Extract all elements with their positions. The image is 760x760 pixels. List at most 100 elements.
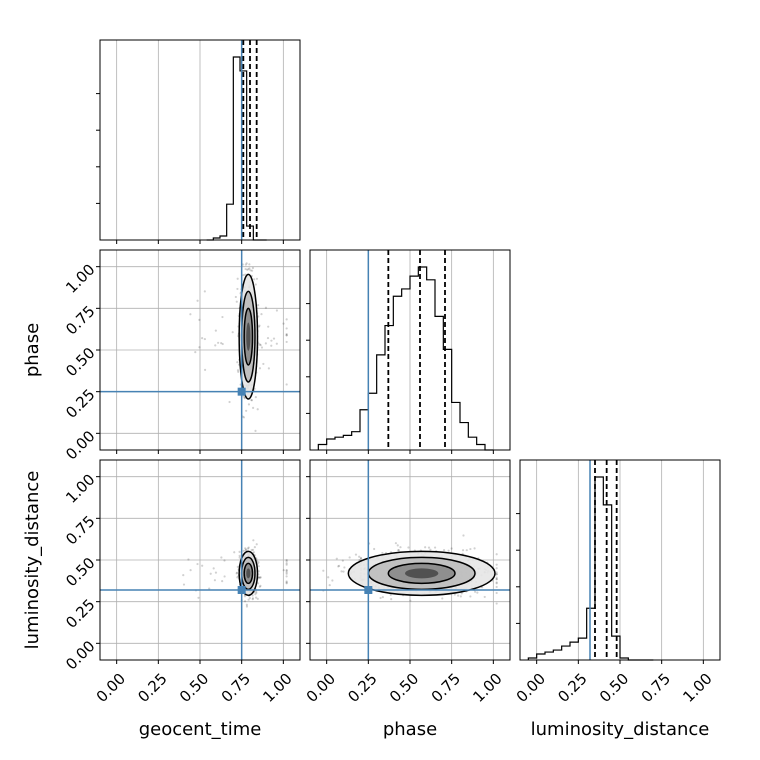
scatter-points (189, 262, 288, 433)
scatter-point (433, 546, 437, 549)
scatter-point (251, 266, 255, 270)
scatter-point (237, 370, 240, 373)
scatter-point (285, 334, 288, 337)
truth-marker (237, 586, 246, 594)
y-tick-label: 0.75 (62, 302, 98, 338)
scatter-point (381, 551, 384, 555)
scatter-point (243, 595, 247, 598)
scatter-point (447, 549, 450, 552)
scatter-point (189, 313, 192, 316)
histogram-geocent_time (206, 56, 267, 241)
scatter-point (381, 595, 384, 599)
scatter-point (244, 549, 247, 552)
scatter-point (223, 575, 226, 578)
scatter-point (238, 550, 241, 554)
density-level (246, 322, 251, 351)
scatter-point (407, 546, 410, 549)
scatter-point (258, 585, 261, 588)
scatter-point (258, 324, 261, 327)
scatter-point (255, 277, 259, 280)
scatter-point (379, 596, 382, 600)
scatter-point (259, 584, 262, 587)
scatter-point (201, 337, 204, 340)
scatter-point (257, 304, 260, 307)
scatter-point (203, 368, 207, 371)
scatter-point (253, 278, 256, 281)
scatter-point (285, 571, 288, 574)
scatter-point (285, 560, 288, 563)
scatter-point (264, 342, 267, 345)
scatter-point (424, 546, 427, 549)
contour-line (243, 307, 254, 366)
scatter-point (285, 580, 288, 583)
scatter-panel-geocent_time-luminosity_distance: 0.00 0.25 0.50 0.75 1.000.000.250.500.751.00 (62, 459, 301, 706)
scatter-point (248, 596, 251, 600)
scatter-point (251, 548, 255, 551)
scatter-point (394, 542, 398, 545)
scatter-point (220, 556, 223, 559)
scatter-point (285, 582, 288, 585)
scatter-point (272, 337, 276, 340)
scatter-point (213, 579, 216, 582)
scatter-point (285, 569, 288, 572)
scatter-point (221, 315, 224, 319)
scatter-point (495, 582, 498, 585)
scatter-point (495, 567, 498, 570)
scatter-point (441, 597, 444, 600)
scatter-point (266, 336, 270, 340)
scatter-point (270, 344, 273, 347)
scatter-point (236, 361, 239, 364)
scatter-point (337, 564, 341, 567)
scatter-point (473, 547, 476, 550)
scatter-point (267, 367, 270, 370)
scatter-panel-geocent_time-phase: 0.00 0.25 0.50 0.75 1.00 (62, 249, 301, 463)
scatter-point (495, 573, 498, 576)
scatter-point (251, 597, 255, 600)
scatter-point (285, 383, 288, 386)
scatter-point (235, 571, 239, 574)
scatter-point (495, 553, 498, 556)
scatter-point (250, 269, 254, 272)
scatter-point (257, 325, 261, 328)
scatter-point (457, 594, 460, 597)
y-tick-label: 0.25 (62, 595, 98, 631)
scatter-point (465, 549, 468, 552)
x-tick-label: 0.50 (176, 670, 212, 706)
scatter-point (221, 580, 224, 583)
scatter-point (250, 398, 253, 402)
scatter-point (252, 539, 255, 542)
hist-panel-geocent_time (96, 39, 301, 244)
scatter-point (247, 268, 250, 271)
scatter-point (236, 287, 239, 291)
scatter-point (341, 559, 344, 562)
scatter-point (246, 547, 250, 550)
scatter-point (337, 565, 340, 568)
scatter-point (322, 569, 325, 572)
scatter-point (220, 342, 223, 345)
scatter-point (275, 309, 279, 312)
scatter-point (409, 599, 412, 602)
scatter-point (189, 569, 192, 572)
scatter-point (236, 277, 239, 280)
scatter-point (245, 409, 248, 412)
scatter-point (282, 322, 285, 325)
scatter-point (390, 598, 393, 601)
scatter-point (212, 567, 215, 570)
scatter-point (285, 327, 288, 330)
scatter-point (358, 555, 361, 558)
x-tick-label: 1.00 (469, 670, 505, 706)
scatter-point (285, 581, 288, 584)
scatter-point (285, 562, 288, 565)
scatter-point (396, 544, 399, 547)
scatter-point (495, 581, 498, 584)
scatter-point (254, 429, 257, 433)
scatter-point (256, 597, 259, 600)
scatter-point (469, 547, 472, 551)
scatter-point (243, 600, 247, 603)
scatter-point (328, 584, 331, 587)
scatter-point (285, 558, 288, 562)
scatter-point (495, 577, 498, 581)
contour-line (243, 562, 254, 585)
scatter-point (247, 598, 250, 601)
hist-panel-phase (306, 249, 511, 454)
